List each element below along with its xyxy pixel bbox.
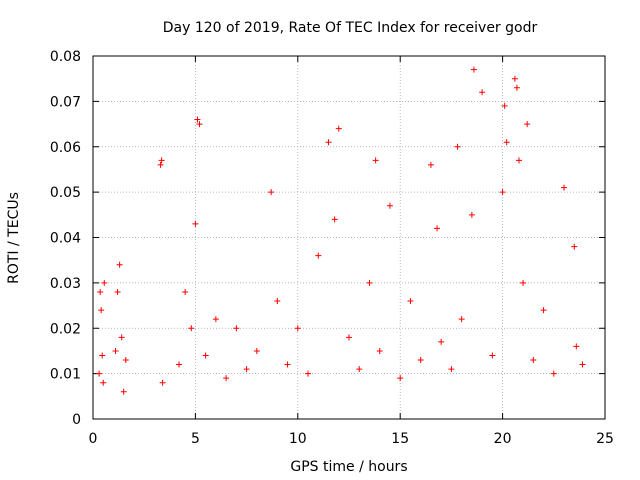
data-point bbox=[284, 361, 291, 368]
data-point bbox=[524, 121, 531, 128]
data-point bbox=[561, 184, 568, 191]
y-tick-label: 0.01 bbox=[50, 367, 81, 383]
y-tick-label: 0 bbox=[72, 412, 81, 428]
data-point bbox=[331, 216, 338, 223]
data-point bbox=[540, 307, 547, 314]
data-point bbox=[325, 139, 332, 146]
y-tick-label: 0.02 bbox=[50, 321, 81, 337]
data-point bbox=[356, 366, 363, 373]
data-point bbox=[503, 139, 510, 146]
data-point bbox=[511, 75, 518, 82]
y-tick-label: 0.06 bbox=[50, 140, 81, 156]
data-point bbox=[530, 357, 537, 364]
data-point bbox=[122, 357, 129, 364]
data-point bbox=[417, 357, 424, 364]
data-point bbox=[501, 102, 508, 109]
data-point bbox=[243, 366, 250, 373]
grid-layer bbox=[93, 56, 605, 419]
y-tick-label: 0.07 bbox=[50, 94, 81, 110]
data-point bbox=[268, 189, 275, 196]
y-tick-label: 0.05 bbox=[50, 185, 81, 201]
data-point bbox=[100, 379, 107, 386]
data-point bbox=[397, 375, 404, 382]
data-point bbox=[159, 379, 166, 386]
data-point bbox=[407, 298, 414, 305]
data-point bbox=[188, 325, 195, 332]
data-point bbox=[479, 89, 486, 96]
data-point bbox=[366, 279, 373, 286]
data-point bbox=[513, 84, 520, 91]
data-point bbox=[120, 388, 127, 395]
data-point bbox=[573, 343, 580, 350]
data-point bbox=[96, 370, 103, 377]
data-point bbox=[427, 161, 434, 168]
data-point bbox=[520, 279, 527, 286]
data-point bbox=[386, 202, 393, 209]
data-point bbox=[202, 352, 209, 359]
data-point bbox=[192, 220, 199, 227]
data-point bbox=[274, 298, 281, 305]
y-tick-label: 0.03 bbox=[50, 276, 81, 292]
data-point bbox=[223, 375, 230, 382]
data-point bbox=[579, 361, 586, 368]
x-tick-label: 0 bbox=[89, 431, 98, 447]
data-point bbox=[101, 279, 108, 286]
x-tick-label: 15 bbox=[391, 431, 409, 447]
data-point bbox=[372, 157, 379, 164]
data-point bbox=[470, 66, 477, 73]
data-point bbox=[253, 347, 260, 354]
data-points bbox=[96, 66, 586, 395]
data-point bbox=[550, 370, 557, 377]
x-axis-label: GPS time / hours bbox=[290, 459, 407, 475]
data-point bbox=[346, 334, 352, 341]
chart-title: Day 120 of 2019, Rate Of TEC Index for r… bbox=[163, 20, 538, 36]
data-point bbox=[454, 143, 461, 150]
data-point bbox=[458, 316, 465, 323]
data-point bbox=[515, 157, 522, 164]
data-point bbox=[97, 288, 104, 295]
data-point bbox=[468, 211, 475, 218]
data-point bbox=[499, 189, 506, 196]
data-point bbox=[157, 161, 164, 168]
x-tick-label: 5 bbox=[191, 431, 200, 447]
data-point bbox=[194, 116, 201, 123]
y-tick-label: 0.08 bbox=[50, 49, 81, 65]
data-point bbox=[196, 121, 203, 128]
data-point bbox=[118, 334, 125, 341]
data-point bbox=[176, 361, 183, 368]
data-point bbox=[315, 252, 322, 259]
x-tick-label: 10 bbox=[289, 431, 307, 447]
data-point bbox=[114, 288, 121, 295]
data-point bbox=[294, 325, 301, 332]
data-point bbox=[489, 352, 496, 359]
x-tick-label: 25 bbox=[596, 431, 614, 447]
data-point bbox=[99, 352, 106, 359]
data-point bbox=[438, 338, 445, 345]
data-point bbox=[448, 366, 455, 373]
x-tick-label: 20 bbox=[494, 431, 512, 447]
plot-frame bbox=[92, 55, 606, 420]
ticks-layer: 0 5 10 15 20 25 0 0.01 0.02 0.03 0.04 0.05 0.06 0.07 0… bbox=[50, 49, 614, 447]
data-point bbox=[571, 243, 578, 250]
y-tick-label: 0.04 bbox=[50, 231, 81, 247]
data-point bbox=[116, 261, 123, 268]
data-point bbox=[98, 307, 105, 314]
data-point bbox=[112, 347, 119, 354]
data-point bbox=[376, 347, 383, 354]
data-point bbox=[182, 288, 189, 295]
data-point bbox=[158, 157, 165, 164]
data-point bbox=[233, 325, 240, 332]
data-point bbox=[305, 370, 312, 377]
data-point bbox=[434, 225, 441, 232]
data-point bbox=[335, 125, 342, 132]
data-point bbox=[212, 316, 219, 323]
y-axis-label: ROTI / TECUs bbox=[6, 192, 22, 284]
